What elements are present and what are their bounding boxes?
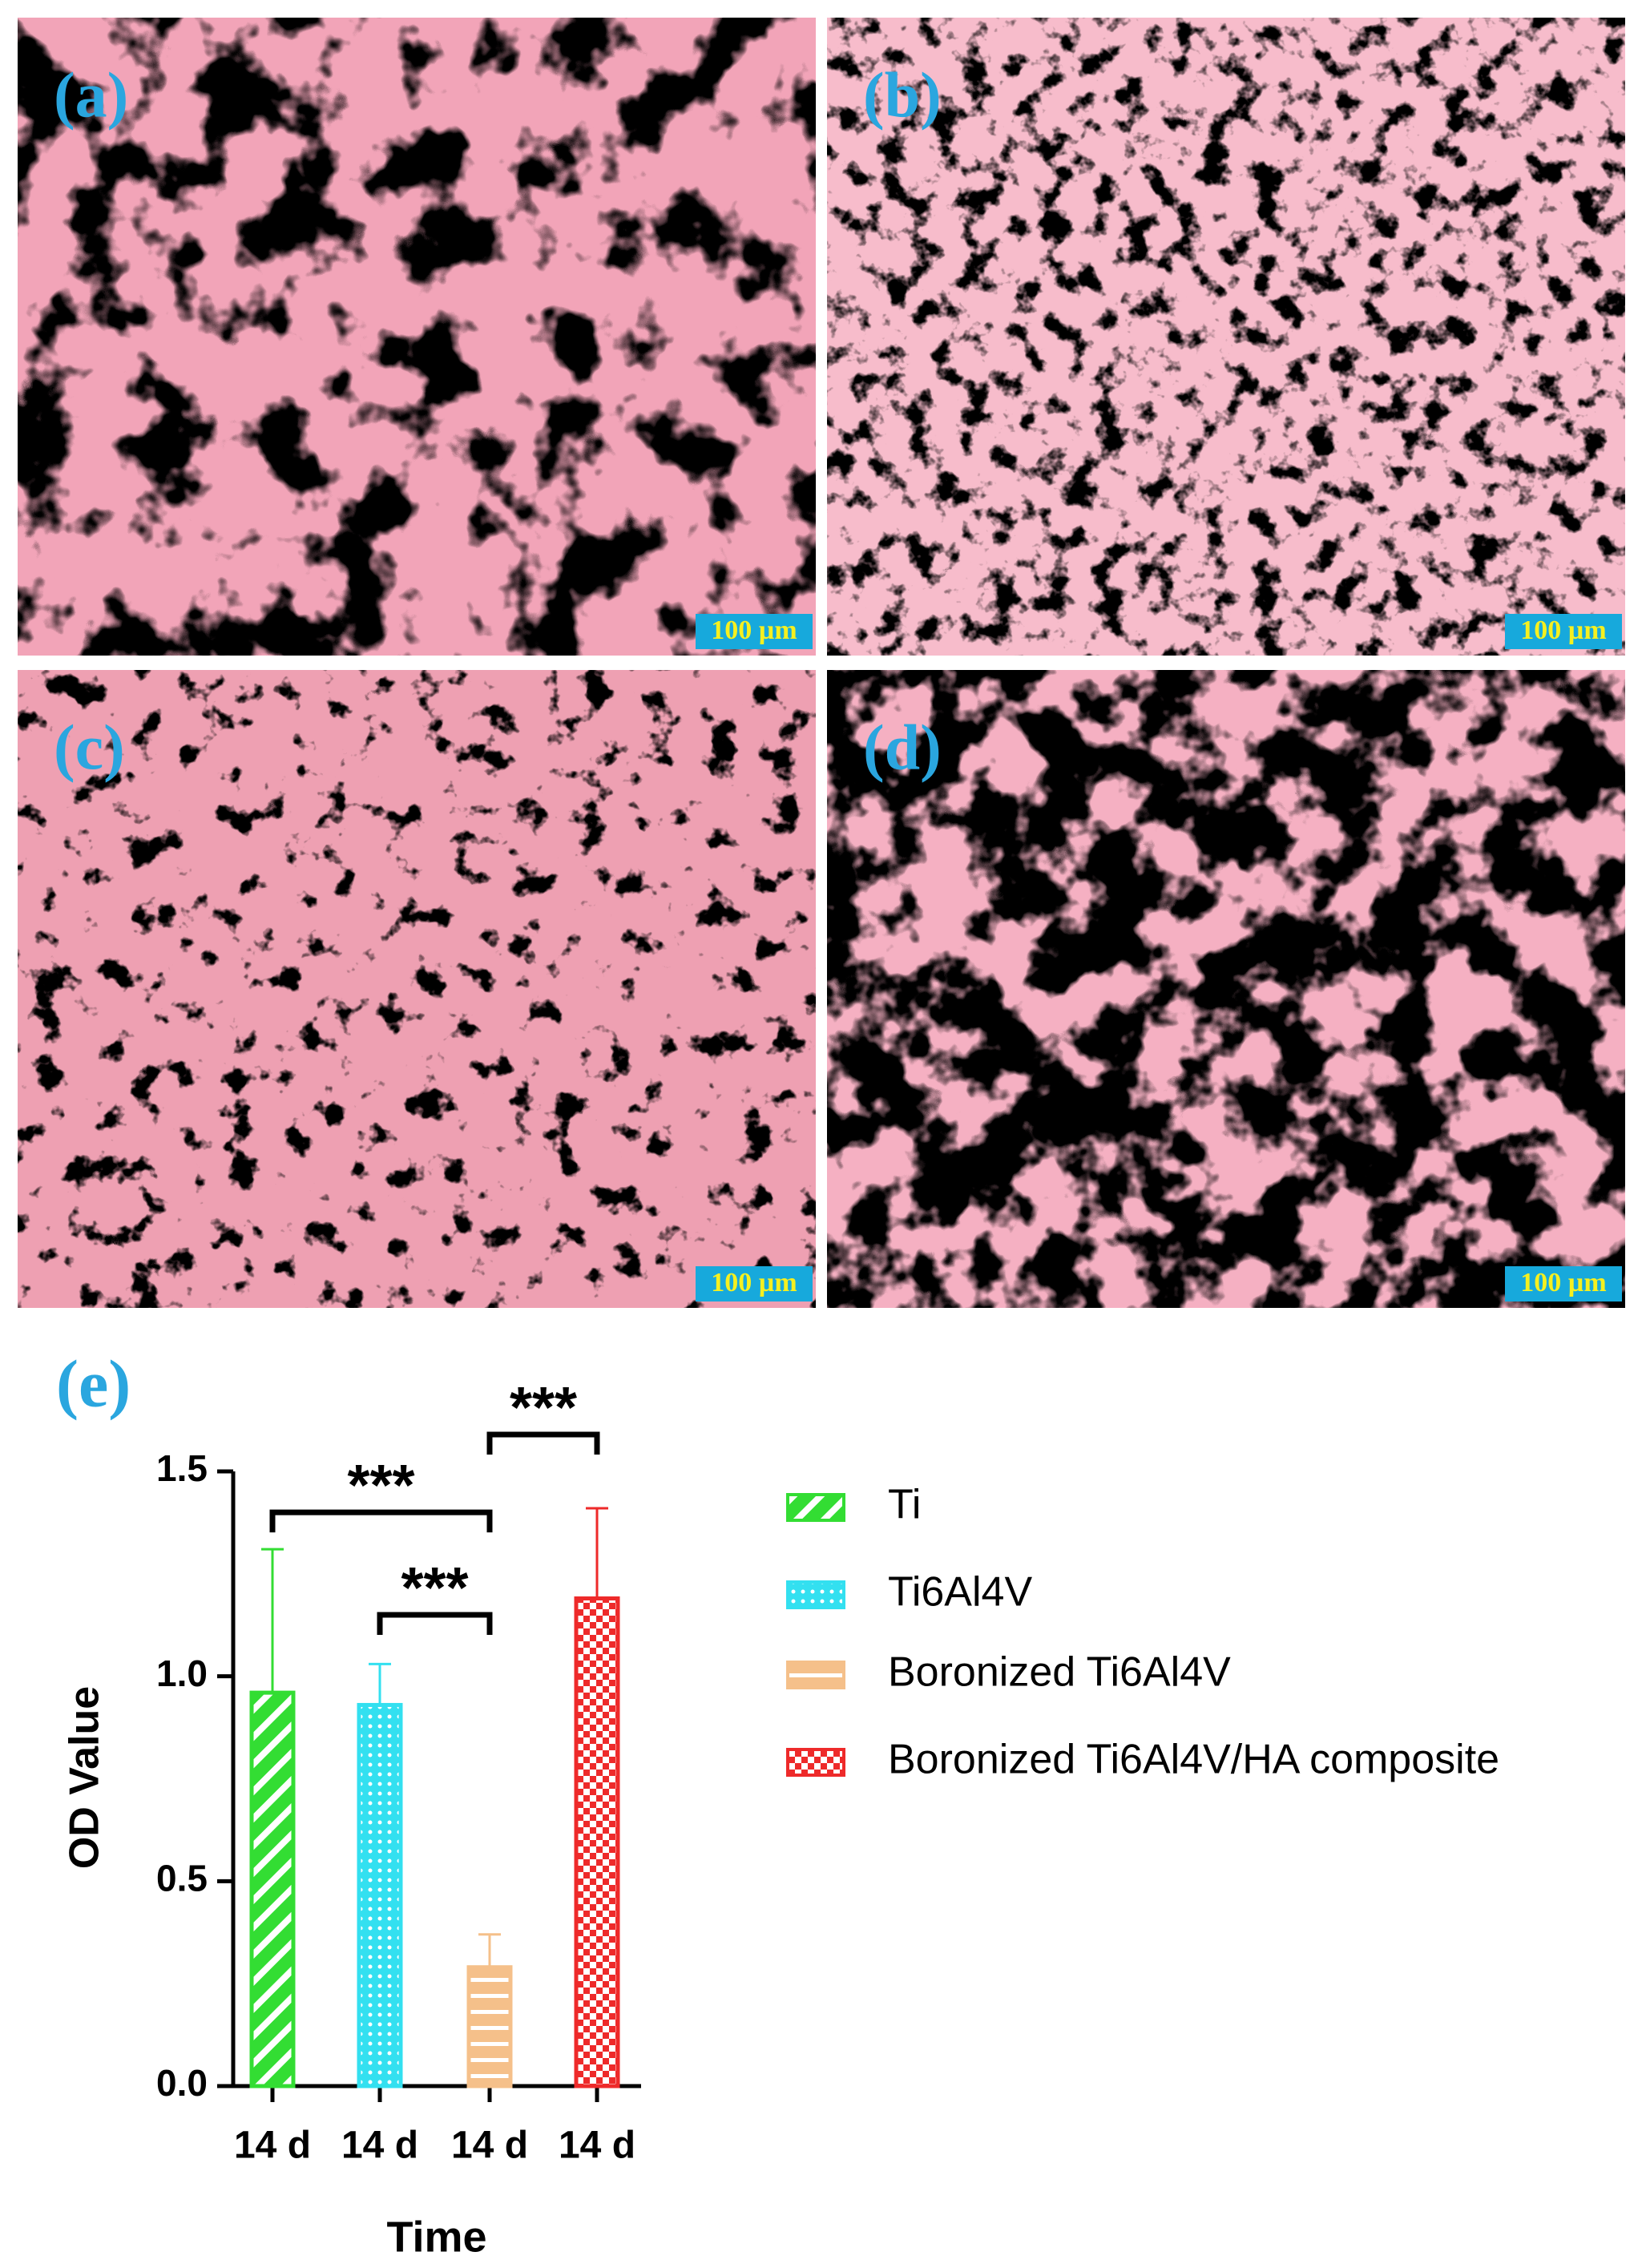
scale-bar-box (696, 614, 813, 649)
y-tick-label: 0.5 (156, 1857, 208, 1899)
panel-label: (c) (54, 712, 125, 783)
significance-label: *** (401, 1556, 468, 1620)
significance-bracket (486, 1431, 600, 1455)
legend-swatch (786, 1580, 845, 1609)
legend-swatch (786, 1493, 845, 1522)
micrograph-texture (18, 670, 816, 1308)
significance-bracket (377, 1612, 493, 1635)
bar (249, 1690, 296, 2088)
x-tick-label: 14 d (451, 2125, 528, 2167)
legend-label: Boronized Ti6Al4V (888, 1649, 1231, 1696)
scale-bar-label: 100 µm (711, 615, 797, 645)
x-tick-label: 14 d (234, 2125, 311, 2167)
y-axis-label: OD Value (62, 1686, 108, 1869)
micrograph: (c) 100 µm (18, 670, 816, 1308)
legend-swatch (786, 1661, 845, 1689)
x-tick-label: 14 d (341, 2125, 418, 2167)
legend-label: Ti6Al4V (888, 1569, 1032, 1616)
significance-bracket (269, 1509, 493, 1533)
x-axis-label: Time (386, 2213, 486, 2261)
scale-bar-label: 100 µm (1520, 1268, 1606, 1297)
legend-label: Boronized Ti6Al4V/HA composite (888, 1737, 1499, 1783)
micrograph-texture (827, 18, 1625, 656)
micrographs: (a) 100 µm (b) 100 µm (c) 100 µm (d) 100 µm (18, 18, 1625, 1308)
y-tick-label: 0.0 (156, 2062, 208, 2104)
legend-label: Ti (888, 1482, 921, 1528)
bar (357, 1702, 403, 2088)
x-tick-label: 14 d (559, 2125, 635, 2167)
panel-label: (d) (863, 712, 942, 783)
significance-label: *** (510, 1376, 577, 1440)
micrograph: (b) 100 µm (827, 18, 1625, 656)
micrograph: (a) 100 µm (18, 18, 816, 656)
scale-bar-box (1505, 614, 1622, 649)
legend-swatch (786, 1748, 845, 1777)
panel-label: (a) (54, 60, 128, 131)
micrograph-texture (827, 670, 1625, 1308)
bar (466, 1965, 513, 2088)
y-tick-label: 1.0 (156, 1653, 208, 1694)
bar-chart: (e) 0.0 0.5 1.0 1.5 OD Value Time 14 d 14 d 14 d 1… (56, 1346, 1499, 2261)
scale-bar-box (1505, 1266, 1622, 1301)
micrograph: (d) 100 µm (827, 670, 1625, 1308)
panel-label: (e) (56, 1346, 131, 1421)
scale-bar-label: 100 µm (1520, 615, 1606, 645)
significance-label: *** (347, 1454, 414, 1518)
micrograph-texture (18, 18, 816, 656)
bar (574, 1596, 620, 2088)
panel-label: (b) (863, 60, 942, 131)
scale-bar-label: 100 µm (711, 1268, 797, 1297)
scale-bar-box (696, 1266, 813, 1301)
y-tick-label: 1.5 (156, 1447, 208, 1489)
